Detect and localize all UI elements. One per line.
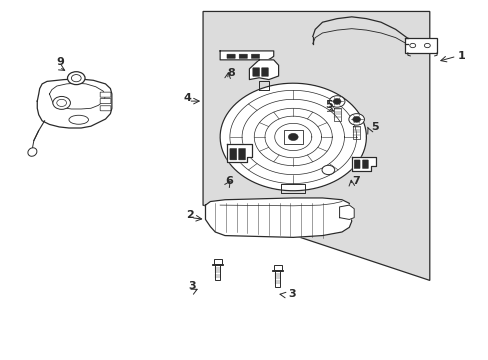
Text: 5: 5 [370, 122, 378, 132]
FancyBboxPatch shape [405, 39, 436, 53]
Circle shape [71, 75, 81, 82]
Text: 7: 7 [351, 176, 359, 186]
Circle shape [352, 117, 360, 122]
Text: 9: 9 [57, 57, 64, 67]
Text: 4: 4 [183, 93, 191, 103]
Ellipse shape [69, 115, 88, 124]
Polygon shape [203, 12, 429, 280]
Circle shape [53, 96, 70, 109]
Ellipse shape [28, 148, 37, 156]
Text: 2: 2 [185, 210, 193, 220]
Bar [273, 265, 281, 270]
Polygon shape [351, 157, 375, 171]
Polygon shape [249, 60, 278, 80]
Bar [275, 270, 280, 287]
Circle shape [288, 134, 298, 140]
FancyBboxPatch shape [100, 99, 111, 104]
Circle shape [57, 99, 66, 107]
Circle shape [424, 43, 429, 48]
FancyBboxPatch shape [229, 148, 236, 160]
Bar [215, 264, 220, 280]
Circle shape [348, 114, 364, 125]
Text: 6: 6 [224, 176, 232, 186]
FancyBboxPatch shape [252, 68, 259, 76]
Polygon shape [220, 83, 366, 191]
Text: 1: 1 [457, 51, 465, 61]
Text: 3: 3 [288, 289, 295, 298]
Text: 3: 3 [188, 282, 196, 291]
Circle shape [409, 43, 415, 48]
Polygon shape [37, 79, 112, 128]
FancyBboxPatch shape [226, 54, 235, 58]
FancyBboxPatch shape [353, 160, 359, 168]
Polygon shape [205, 198, 351, 237]
Polygon shape [227, 144, 251, 162]
FancyBboxPatch shape [261, 68, 268, 76]
FancyBboxPatch shape [362, 160, 367, 168]
Bar [272, 270, 283, 271]
Text: 8: 8 [227, 68, 235, 78]
Bar [283, 130, 303, 144]
Circle shape [332, 99, 340, 104]
Circle shape [329, 96, 344, 107]
Circle shape [322, 165, 334, 175]
Circle shape [67, 72, 85, 85]
FancyBboxPatch shape [100, 92, 111, 97]
FancyBboxPatch shape [100, 106, 111, 111]
Bar [212, 264, 223, 265]
FancyBboxPatch shape [251, 54, 259, 58]
Polygon shape [339, 205, 353, 220]
FancyBboxPatch shape [238, 148, 245, 160]
FancyBboxPatch shape [239, 54, 247, 58]
Bar [213, 258, 221, 264]
Text: 5: 5 [325, 100, 332, 110]
Polygon shape [220, 51, 273, 60]
